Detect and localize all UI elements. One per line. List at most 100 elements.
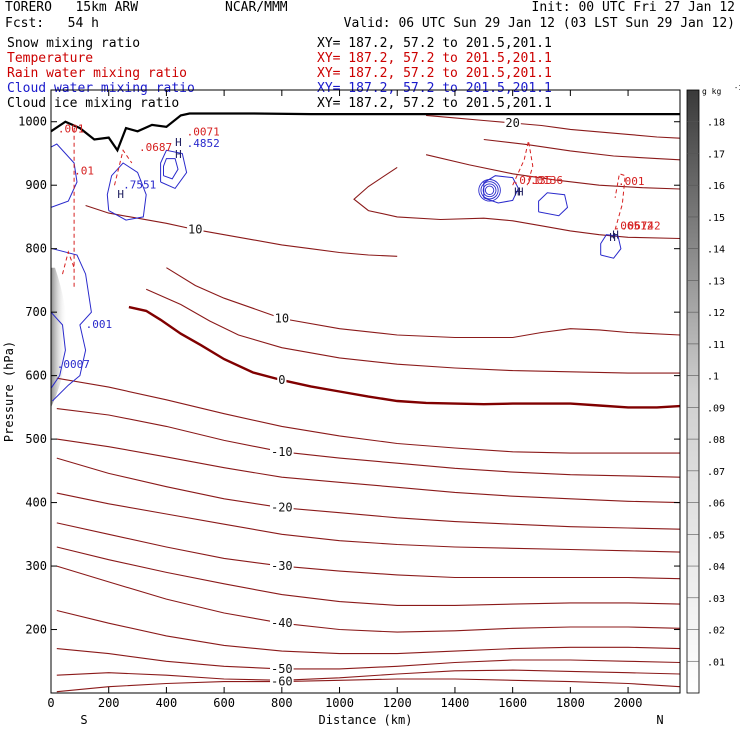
colorbar-unit: g kg xyxy=(702,87,721,96)
x-tick-label: 1000 xyxy=(325,696,354,710)
x-tick-label: 1600 xyxy=(498,696,527,710)
colorbar-unit-exponent: -1 xyxy=(734,84,740,92)
cloud-water-contour xyxy=(106,162,147,221)
maximum-value: .0136 xyxy=(530,174,563,187)
x-axis-title: Distance (km) xyxy=(319,713,413,727)
contour-label-bg xyxy=(270,501,294,514)
y-tick-label: 300 xyxy=(25,559,47,573)
colorbar-tick-label: .09 xyxy=(707,403,725,414)
y-axis-title: Pressure (hPa) xyxy=(2,341,16,442)
field-xy: XY= 187.2, 57.2 to 201.5,201.1 xyxy=(317,51,552,66)
colorbar xyxy=(686,89,700,694)
plot-frame xyxy=(50,89,681,694)
field-name: Snow mixing ratio xyxy=(7,36,141,51)
cloud-water-contour xyxy=(163,158,179,180)
field-xy: XY= 187.2, 57.2 to 201.5,201.1 xyxy=(317,36,552,51)
rain-contour xyxy=(114,149,133,186)
temperature-contour xyxy=(56,492,681,553)
field-name: Cloud ice mixing ratio xyxy=(7,96,180,111)
colorbar-tick-label: .14 xyxy=(707,245,725,256)
contour-label-bg xyxy=(270,662,294,675)
rain-label: .001 xyxy=(58,123,85,136)
rain-label: .001 xyxy=(618,175,645,188)
axis-end-label: N xyxy=(656,713,663,727)
temperature-contour xyxy=(56,457,681,530)
temperature-label: 0 xyxy=(278,373,285,387)
colorbar-tick-label: .12 xyxy=(707,308,725,319)
cloud-water-contour xyxy=(484,185,495,195)
x-tick-label: 1400 xyxy=(440,696,469,710)
colorbar-tick-label: .13 xyxy=(707,276,725,287)
cloud-water-contour xyxy=(50,143,78,208)
y-tick-label: 200 xyxy=(25,623,47,637)
temperature-label: 20 xyxy=(505,116,519,130)
temperature-contour xyxy=(56,669,681,681)
temperature-contour xyxy=(145,288,680,374)
colorbar-tick-label: .18 xyxy=(707,118,725,129)
maximum-value: .07135 xyxy=(513,174,553,187)
contour-label-bg xyxy=(187,223,204,236)
temperature-label: -20 xyxy=(271,501,293,515)
contour-label-bg xyxy=(270,445,294,458)
colorbar-tick-label: .11 xyxy=(707,340,725,351)
maximum-value: .06742 xyxy=(621,220,661,233)
cloud-water-label: .0007 xyxy=(57,358,90,371)
colorbar-tick-label: .17 xyxy=(707,149,725,160)
temperature-label: -60 xyxy=(271,675,293,689)
maximum-marker: H xyxy=(612,229,619,242)
rain-contour xyxy=(614,173,626,230)
field-xy: XY= 187.2, 57.2 to 201.5,201.1 xyxy=(317,81,552,96)
temperature-contour xyxy=(128,305,681,409)
rain-contour xyxy=(62,250,75,275)
temperature-contour xyxy=(56,377,680,454)
cloud-water-contour xyxy=(480,181,499,200)
maximum-marker: H xyxy=(514,185,521,198)
x-tick-label: 600 xyxy=(213,696,235,710)
maximum-value: .0687 xyxy=(139,141,172,154)
x-tick-label: 1800 xyxy=(556,696,585,710)
cloud-water-label: .4852 xyxy=(187,137,220,150)
temperature-contour xyxy=(426,114,681,139)
colorbar-tick-label: .15 xyxy=(707,213,725,224)
maximum-value: .06512 xyxy=(614,220,654,233)
temperature-contour xyxy=(56,678,681,693)
colorbar-tick-label: .08 xyxy=(707,435,725,446)
maximum-marker: H xyxy=(117,188,124,201)
colorbar-tick-label: .1 xyxy=(707,372,719,383)
maximum-marker: H xyxy=(609,231,616,244)
x-tick-label: 200 xyxy=(98,696,120,710)
temperature-contour xyxy=(425,154,681,190)
temperature-label: 10 xyxy=(275,312,289,326)
forecast-hour: Fcst: 54 h xyxy=(5,16,99,31)
cloud-water-contour xyxy=(478,179,501,202)
contour-label-bg xyxy=(273,312,291,325)
colorbar-tick-label: .04 xyxy=(707,562,725,573)
contour-label-bg xyxy=(270,560,294,573)
colorbar-tick-label: .05 xyxy=(707,530,725,541)
field-name: Rain water mixing ratio xyxy=(7,66,188,81)
temperature-contour xyxy=(56,438,681,504)
field-name: Cloud water mixing ratio xyxy=(7,81,195,96)
temperature-contour xyxy=(56,609,681,655)
model-name: TORERO 15km ARW xyxy=(5,0,139,15)
colorbar-tick-label: .06 xyxy=(707,499,725,510)
temperature-label: -10 xyxy=(271,445,293,459)
colorbar-tick-label: .02 xyxy=(707,626,725,637)
cloud-water-contour xyxy=(483,175,519,204)
temperature-label: 10 xyxy=(188,223,202,237)
cloud-water-contour xyxy=(482,183,497,198)
contour-label-bg xyxy=(270,675,294,688)
temperature-contour xyxy=(353,166,681,240)
y-tick-label: 600 xyxy=(25,369,47,383)
colorbar-tick-label: .03 xyxy=(707,594,725,605)
colorbar-tick-label: .07 xyxy=(707,467,725,478)
x-tick-label: 800 xyxy=(271,696,293,710)
cloud-water-label: .001 xyxy=(86,318,113,331)
temperature-contour xyxy=(166,267,681,339)
x-tick-label: 2000 xyxy=(614,696,643,710)
x-tick-label: 400 xyxy=(156,696,178,710)
contour-label-bg xyxy=(277,374,287,387)
x-tick-label: 1200 xyxy=(383,696,412,710)
field-xy: XY= 187.2, 57.2 to 201.5,201.1 xyxy=(317,96,552,111)
y-tick-label: 400 xyxy=(25,496,47,510)
